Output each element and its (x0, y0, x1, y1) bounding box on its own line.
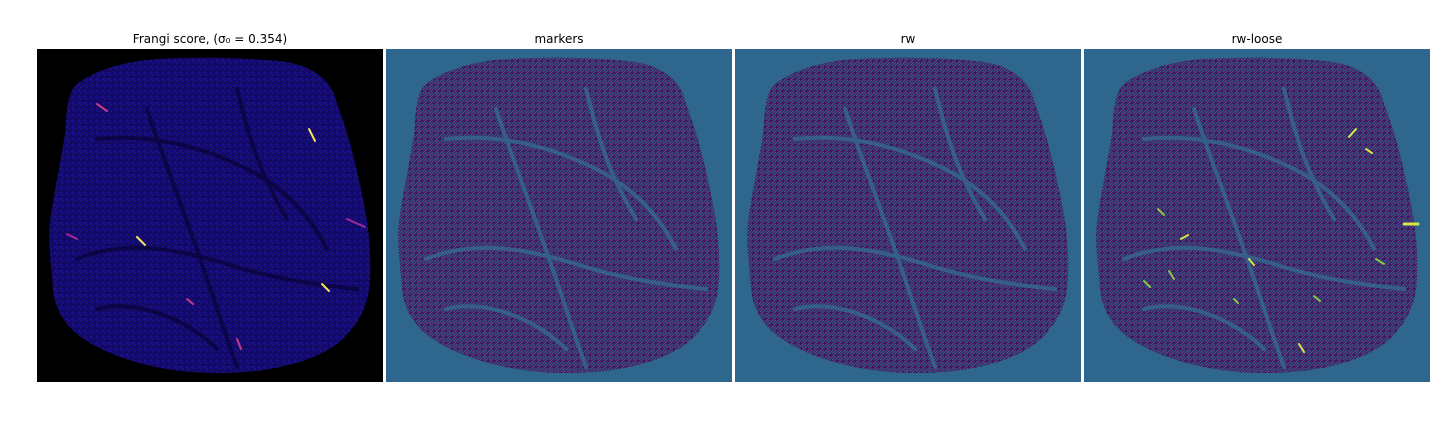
markers-title-text: markers (534, 32, 584, 46)
rw-loose-tissue (1096, 57, 1418, 374)
markers-tissue (398, 57, 720, 374)
markers-image-panel (386, 49, 732, 382)
rw-title-text: rw (900, 32, 916, 46)
frangi-image-panel (37, 49, 383, 382)
rw-loose-image (1084, 49, 1430, 382)
panel-title-rw: rw (735, 30, 1081, 48)
rw-loose-highlights (1143, 128, 1420, 353)
panel-title-markers: markers (386, 30, 732, 48)
rw-loose-image-panel (1084, 49, 1430, 382)
rw-image (735, 49, 1081, 382)
frangi-image (37, 49, 383, 382)
panel-title-frangi: Frangi score, (σ₀ = 0.354) (37, 30, 383, 48)
panel-title-rw-loose: rw-loose (1084, 30, 1430, 48)
markers-image (386, 49, 732, 382)
frangi-title-text: Frangi score, (σ₀ = 0.354) (132, 32, 288, 46)
rw-tissue (747, 57, 1069, 374)
rw-image-panel (735, 49, 1081, 382)
rw-loose-title-text: rw-loose (1231, 32, 1283, 46)
